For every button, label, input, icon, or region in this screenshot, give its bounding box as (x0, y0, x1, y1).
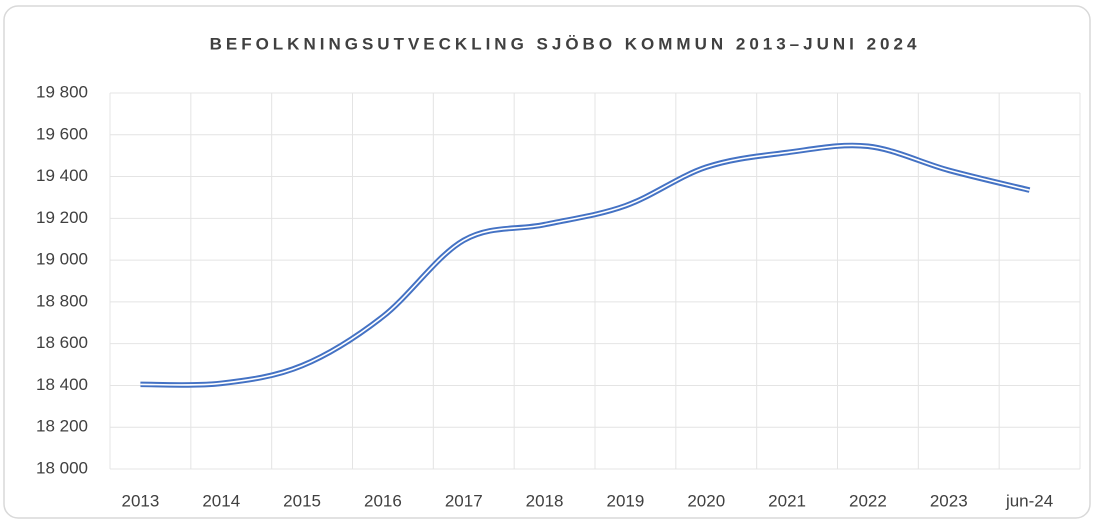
chart-frame (3, 5, 1091, 519)
x-tick-label: 2020 (687, 491, 725, 510)
x-tick-label: 2017 (445, 491, 483, 510)
x-tick-label: 2014 (202, 491, 240, 510)
x-tick-label: 2019 (607, 491, 645, 510)
y-tick-label: 19 800 (36, 82, 88, 101)
y-tick-label: 18 800 (36, 291, 88, 310)
y-tick-label: 19 200 (36, 208, 88, 227)
x-tick-label: 2016 (364, 491, 402, 510)
y-tick-label: 18 600 (36, 333, 88, 352)
x-tick-label: 2018 (526, 491, 564, 510)
x-tick-label: 2021 (768, 491, 806, 510)
x-tick-label: 2022 (849, 491, 887, 510)
y-tick-label: 19 400 (36, 166, 88, 185)
x-tick-label: 2015 (283, 491, 321, 510)
y-tick-label: 18 200 (36, 417, 88, 436)
y-tick-label: 19 000 (36, 250, 88, 269)
x-tick-label: jun-24 (1005, 491, 1053, 510)
y-tick-label: 18 000 (36, 458, 88, 477)
y-tick-label: 18 400 (36, 375, 88, 394)
chart-title: BEFOLKNINGSUTVECKLING SJÖBO KOMMUN 2013–… (210, 34, 921, 53)
y-tick-label: 19 600 (36, 124, 88, 143)
x-tick-label: 2023 (930, 491, 968, 510)
x-tick-label: 2013 (122, 491, 160, 510)
line-series-inner (140, 144, 1030, 386)
